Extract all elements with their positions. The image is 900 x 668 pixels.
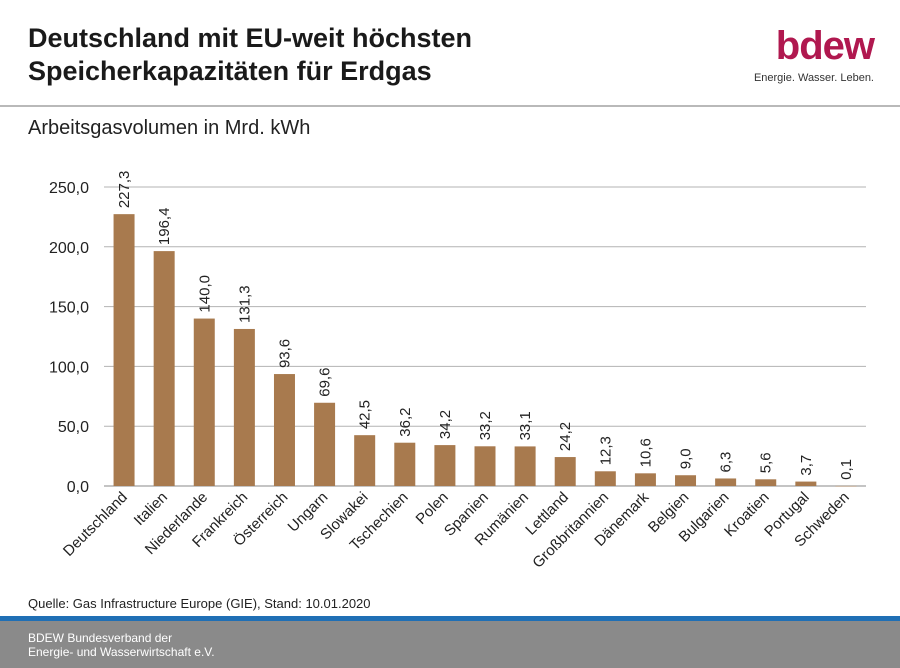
x-tick-label: Deutschland xyxy=(60,489,131,560)
source-note: Quelle: Gas Infrastructure Europe (GIE),… xyxy=(28,596,371,611)
bar xyxy=(314,402,336,486)
data-label: 3,7 xyxy=(798,455,815,476)
bar xyxy=(514,446,536,486)
bar xyxy=(474,446,496,486)
bar-chart: 0,0 50,0 100,0 150,0 200,0 250,0 227,3 Deutschl… xyxy=(49,171,866,572)
bar xyxy=(795,481,817,486)
footer-accent-line xyxy=(0,616,900,621)
y-tick-label: 150,0 xyxy=(49,300,89,317)
data-label: 93,6 xyxy=(276,339,293,368)
y-tick-label: 50,0 xyxy=(58,419,89,436)
bar xyxy=(715,478,737,486)
header-divider xyxy=(0,105,900,107)
data-label: 227,3 xyxy=(116,171,133,209)
footer-bar: BDEW Bundesverband der Energie- und Wass… xyxy=(0,621,900,668)
data-label: 33,1 xyxy=(517,411,534,440)
footer-line-1: BDEW Bundesverband der xyxy=(28,631,173,645)
footer-text: BDEW Bundesverband der Energie- und Wass… xyxy=(28,631,215,659)
bar xyxy=(354,435,376,486)
data-label: 24,2 xyxy=(557,422,574,451)
bar xyxy=(594,471,616,486)
bar xyxy=(434,445,456,486)
data-label: 10,6 xyxy=(637,438,654,467)
y-tick-label: 250,0 xyxy=(49,180,89,197)
y-tick-label: 100,0 xyxy=(49,359,89,376)
data-label: 5,6 xyxy=(758,452,775,473)
bar xyxy=(233,328,255,486)
y-tick-label: 0,0 xyxy=(67,479,89,496)
bar xyxy=(113,214,135,486)
bar xyxy=(153,251,175,486)
page-title: Deutschland mit EU-weit höchsten Speiche… xyxy=(28,22,472,88)
logo-wordmark: bdew xyxy=(775,24,875,68)
data-label: 140,0 xyxy=(196,275,213,313)
data-label: 34,2 xyxy=(437,410,454,439)
chart-title: Arbeitsgasvolumen in Mrd. kWh xyxy=(28,117,311,139)
data-label: 12,3 xyxy=(597,436,614,465)
title-line-1: Deutschland mit EU-weit höchsten xyxy=(28,23,473,53)
data-label: 69,6 xyxy=(317,368,334,397)
bar xyxy=(755,479,777,486)
data-label: 42,5 xyxy=(357,400,374,429)
footer-line-2: Energie- und Wasserwirtschaft e.V. xyxy=(28,645,215,659)
bar xyxy=(634,473,656,486)
data-label: 131,3 xyxy=(236,285,253,323)
data-label: 196,4 xyxy=(156,208,173,246)
bdew-logo: bdew Energie. Wasser. Leben. xyxy=(753,24,875,84)
data-label: 33,2 xyxy=(477,411,494,440)
data-label: 9,0 xyxy=(678,448,695,469)
bar xyxy=(193,318,215,486)
y-tick-label: 200,0 xyxy=(49,240,89,257)
bar xyxy=(273,374,295,486)
data-label: 36,2 xyxy=(397,408,414,437)
bar xyxy=(675,475,697,486)
bar xyxy=(835,485,857,487)
bar xyxy=(394,442,416,486)
logo-tagline: Energie. Wasser. Leben. xyxy=(753,72,874,84)
data-label: 0,1 xyxy=(838,459,855,480)
data-label: 6,3 xyxy=(718,452,735,473)
bar xyxy=(554,457,576,486)
title-line-2: Speicherkapazitäten für Erdgas xyxy=(28,56,432,86)
